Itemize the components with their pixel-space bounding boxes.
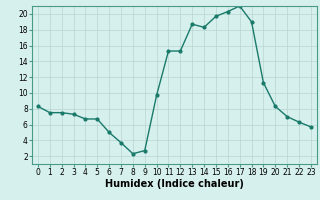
X-axis label: Humidex (Indice chaleur): Humidex (Indice chaleur) [105,179,244,189]
